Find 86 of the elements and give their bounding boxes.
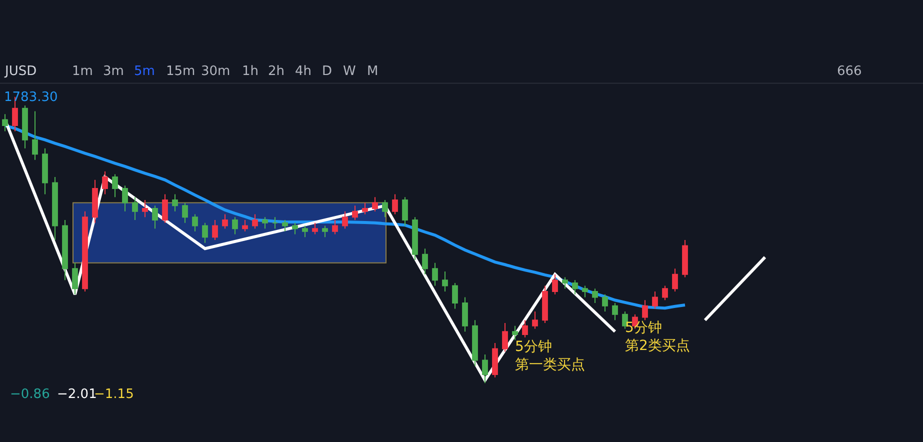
text: −1.15 — [94, 387, 134, 402]
text: 30m — [201, 64, 230, 79]
candlestick — [522, 320, 528, 338]
candlestick — [92, 179, 98, 224]
candlestick — [282, 219, 288, 232]
text: 1h — [242, 64, 259, 79]
candlestick — [602, 294, 608, 312]
candlestick — [582, 285, 588, 298]
candlestick — [382, 199, 388, 218]
candlestick — [572, 280, 578, 295]
candlestick — [462, 296, 468, 332]
candlestick — [622, 311, 628, 330]
candlestick — [42, 148, 48, 195]
candlestick — [272, 216, 278, 230]
candlestick — [672, 268, 678, 292]
candlestick — [32, 110, 38, 160]
candlestick — [642, 300, 648, 321]
text: 2h — [268, 64, 285, 79]
candlestick — [262, 216, 268, 230]
candlestick — [242, 219, 248, 232]
candlestick — [482, 354, 488, 384]
candlestick — [222, 214, 228, 230]
candlestick — [402, 196, 408, 226]
candlestick — [362, 202, 368, 215]
candlestick — [542, 285, 548, 324]
annotation: 1783.30 — [4, 90, 58, 105]
text: D — [322, 64, 332, 79]
candlestick — [682, 240, 688, 278]
candlestick — [662, 285, 668, 301]
candlestick — [392, 194, 398, 215]
candlestick — [72, 262, 78, 295]
candlestick — [342, 210, 348, 230]
candlestick — [232, 216, 238, 235]
candlestick — [2, 114, 8, 132]
text: 4h — [295, 64, 312, 79]
candlestick — [292, 222, 298, 235]
candlestick — [182, 202, 188, 224]
text: 15m — [166, 64, 196, 79]
candlestick — [82, 210, 88, 292]
candlestick — [552, 274, 558, 295]
candlestick — [122, 185, 128, 212]
candlestick — [22, 105, 28, 149]
candlestick — [302, 225, 308, 238]
candlestick — [372, 196, 378, 212]
candlestick — [412, 216, 418, 261]
candlestick — [502, 322, 508, 352]
candlestick — [62, 219, 68, 281]
candlestick — [192, 214, 198, 232]
candlestick — [312, 222, 318, 235]
annotation: 5分钟第2类买点 — [625, 320, 690, 354]
candlestick — [162, 194, 168, 224]
text: JUSD — [4, 64, 37, 79]
candlestick — [592, 288, 598, 304]
candlestick — [142, 199, 148, 218]
candlestick — [52, 176, 58, 241]
candlestick — [212, 219, 218, 241]
candlestick — [322, 225, 328, 238]
candlestick — [252, 214, 258, 230]
text: 5m — [134, 64, 155, 79]
candlestick — [512, 325, 518, 341]
candlestick — [352, 205, 358, 220]
text: 1m — [72, 64, 93, 79]
candlestick — [442, 271, 448, 292]
candlestick — [452, 282, 458, 310]
candlestick — [102, 170, 108, 195]
text: 666 — [837, 64, 862, 79]
candlestick — [172, 194, 178, 212]
text: W — [343, 64, 356, 79]
candlestick — [492, 342, 498, 378]
text: M — [367, 64, 378, 79]
candlestick — [202, 222, 208, 244]
candlestick — [422, 248, 428, 275]
text: −0.86 — [10, 387, 50, 402]
candlestick — [562, 276, 568, 290]
candlestick — [432, 262, 438, 286]
text: −2.01 — [57, 387, 97, 402]
candlestick — [112, 174, 118, 198]
annotation: 5分钟第一类买点 — [515, 339, 585, 374]
candlestick — [132, 196, 138, 220]
candlestick — [332, 219, 338, 235]
text: 3m — [103, 64, 124, 79]
candlestick — [612, 302, 618, 321]
candlestick — [532, 311, 538, 330]
candlestick — [152, 205, 158, 230]
candlestick — [652, 291, 658, 310]
candlestick — [472, 320, 478, 366]
